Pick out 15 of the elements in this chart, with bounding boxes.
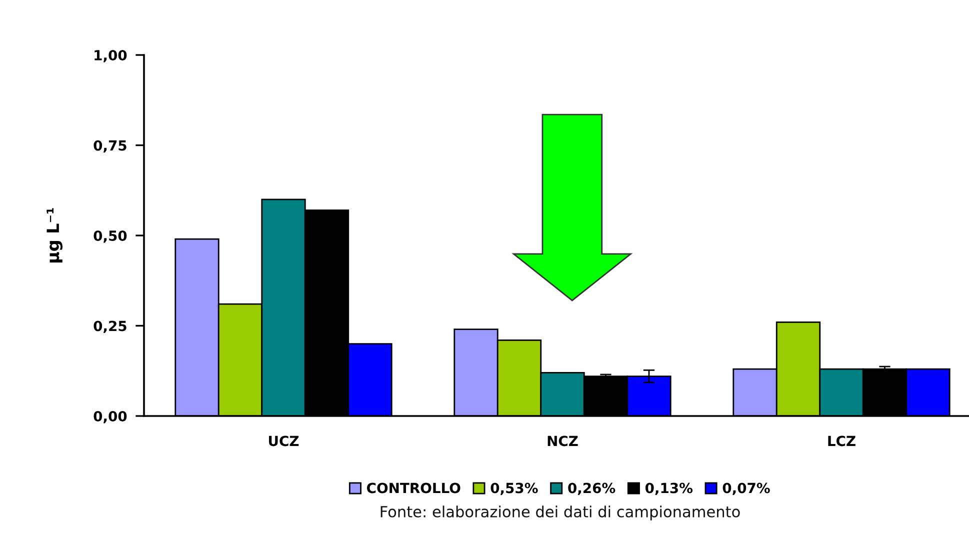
x-tick-label: NCZ — [548, 436, 578, 446]
x-tick-label: UCZ — [269, 436, 299, 446]
y-tick-label: 0,25 — [94, 320, 126, 333]
x-tick-label: LCZ — [828, 436, 856, 446]
y-axis-title: µg L⁻¹ — [46, 208, 63, 262]
legend-label: 0,13% — [645, 482, 693, 496]
legend-label: CONTROLLO — [367, 482, 460, 494]
y-tick-label: 0,00 — [94, 410, 127, 424]
y-tick-label: 1,00 — [94, 50, 127, 62]
y-tick-label: 0,50 — [94, 230, 127, 243]
y-tick-label: 0,75 — [94, 140, 126, 152]
legend-label: 0,26% — [568, 482, 616, 496]
source-note: Fonte: elaborazione dei dati di campionamento — [380, 506, 740, 520]
legend-label: 0,53% — [490, 482, 538, 496]
legend-label: 0,07% — [722, 482, 770, 496]
